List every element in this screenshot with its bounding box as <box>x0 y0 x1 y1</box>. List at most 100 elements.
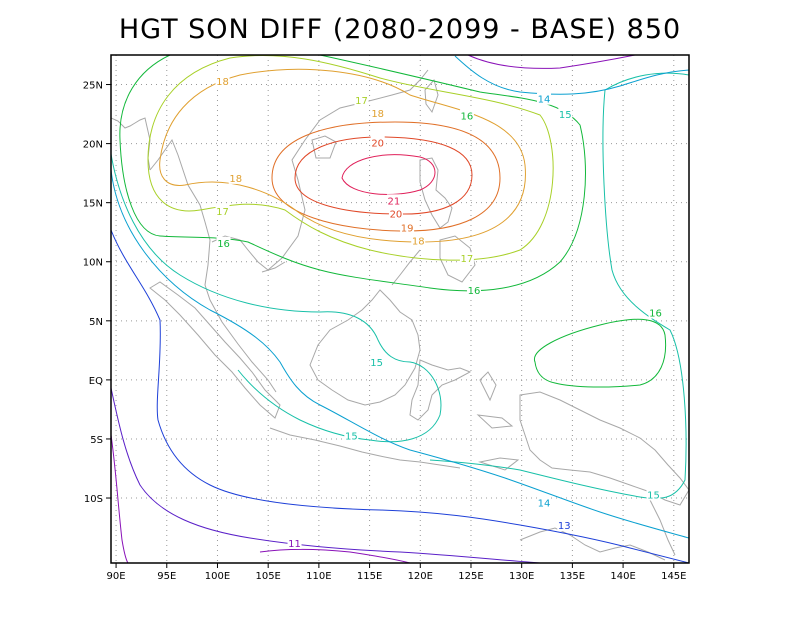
contour-label: 19 <box>401 223 414 234</box>
contour-label: 15 <box>647 490 660 501</box>
x-tick-label: 105E <box>255 571 280 582</box>
coastline-mindanao <box>439 235 476 283</box>
coastline-layer <box>111 69 689 561</box>
coastline-cape-york <box>649 499 676 556</box>
y-tick-label: 25N <box>83 81 103 92</box>
x-tick-label: 130E <box>509 571 534 582</box>
contour-label-bg <box>400 221 415 234</box>
y-tick-label: 20N <box>83 140 103 151</box>
coastline-seram <box>476 414 514 429</box>
plot-frame <box>110 54 690 564</box>
contour-label-bg <box>354 93 369 106</box>
x-tick-label: 115E <box>357 571 382 582</box>
contour-label-bg <box>388 207 403 220</box>
map-title: HGT SON DIFF (2080-2099 - BASE) 850 <box>118 14 682 45</box>
contour-label: 20 <box>390 209 403 220</box>
contour-label: 18 <box>216 77 229 88</box>
coastline-philippines <box>419 157 453 229</box>
contour-label: 17 <box>216 207 229 218</box>
contour-19 <box>271 121 501 232</box>
contour-16-north <box>119 55 586 292</box>
contour-label: 15 <box>345 431 358 442</box>
coastline-australia <box>519 527 666 561</box>
contour-label-bg <box>287 536 302 549</box>
contour-label: 15 <box>559 110 572 121</box>
contour-label: 17 <box>355 96 368 107</box>
contour-label: 18 <box>229 174 242 185</box>
contour-label-bg <box>648 306 663 319</box>
x-tick-label: 100E <box>205 571 230 582</box>
grid-lines <box>111 55 689 563</box>
contour-label-bg <box>536 92 551 105</box>
contour-label-bg <box>411 234 426 247</box>
coastline-sulawesi <box>409 359 472 421</box>
contour-label-bg <box>386 194 401 207</box>
contour-label-bg <box>459 252 474 265</box>
contour-label-bg <box>216 236 231 249</box>
contour-label-bg <box>646 488 661 501</box>
coastline-timor <box>478 457 520 471</box>
contour-label: 15 <box>370 358 383 369</box>
contour-15 <box>111 72 689 499</box>
contour-13 <box>111 229 689 563</box>
y-tick-label: 15N <box>83 199 103 210</box>
contour-label-bg <box>215 74 230 87</box>
coastline-sumatra <box>149 281 281 419</box>
x-tick-label: 110E <box>306 571 331 582</box>
contour-14 <box>111 55 689 539</box>
coastline-hainan <box>311 135 337 159</box>
y-axis-ticks: 25N 20N 15N 10N 5N EQ 5S 10S <box>83 81 111 505</box>
x-tick-label: 145E <box>661 571 686 582</box>
contour-label-bg <box>557 519 572 532</box>
contour-18 <box>159 68 526 243</box>
x-axis-ticks: 90E 95E 100E 105E 110E 115E 120E 125E 130E 135E 14… <box>107 563 686 582</box>
coastline-maluku <box>479 371 497 402</box>
contour-label: 16 <box>217 239 230 250</box>
coastline-indochina-west <box>149 138 277 393</box>
x-tick-label: 125E <box>458 571 483 582</box>
x-tick-label: 90E <box>107 571 126 582</box>
contour-label-bg <box>370 106 385 119</box>
contour-label: 21 <box>388 196 401 207</box>
contour-label-bg <box>228 171 243 184</box>
contour-label-bg <box>369 356 384 369</box>
contour-label-bg <box>536 496 551 509</box>
x-tick-label: 140E <box>610 571 635 582</box>
contour-label: 16 <box>461 111 474 122</box>
contour-label-bg <box>215 204 230 217</box>
coastline-taiwan <box>424 78 439 114</box>
x-tick-label: 95E <box>157 571 176 582</box>
y-tick-label: 5S <box>90 435 103 446</box>
contour-17 <box>147 55 554 261</box>
contour-11 <box>111 434 411 563</box>
contour-label-bg <box>459 109 474 122</box>
contour-label: 13 <box>558 521 571 532</box>
contour-label: 18 <box>371 109 384 120</box>
contour-11-north <box>467 55 636 69</box>
coastline-indochina-east <box>211 69 429 271</box>
contour-label: 20 <box>371 138 384 149</box>
x-tick-label: 120E <box>408 571 433 582</box>
y-tick-label: 10S <box>84 494 103 505</box>
y-tick-label: 10N <box>83 258 103 269</box>
coastline-vietnam-south <box>261 261 286 273</box>
coastline-java <box>269 427 461 469</box>
coastline-india <box>111 117 151 171</box>
contour-lines <box>111 55 689 563</box>
contour-label: 16 <box>649 309 662 320</box>
contour-label: 14 <box>538 95 551 106</box>
coastline-palawan <box>391 249 421 286</box>
contour-label-bg <box>558 108 573 121</box>
y-tick-label: 5N <box>89 317 103 328</box>
contour-12 <box>111 387 541 563</box>
contour-label-bg <box>344 429 359 442</box>
contour-20 <box>294 136 473 215</box>
contour-label: 18 <box>412 236 425 247</box>
contour-16-east <box>534 318 667 388</box>
contour-21 <box>341 154 436 195</box>
y-tick-label: EQ <box>89 376 103 387</box>
contour-label-bg <box>370 136 385 149</box>
contour-label: 17 <box>461 254 474 265</box>
